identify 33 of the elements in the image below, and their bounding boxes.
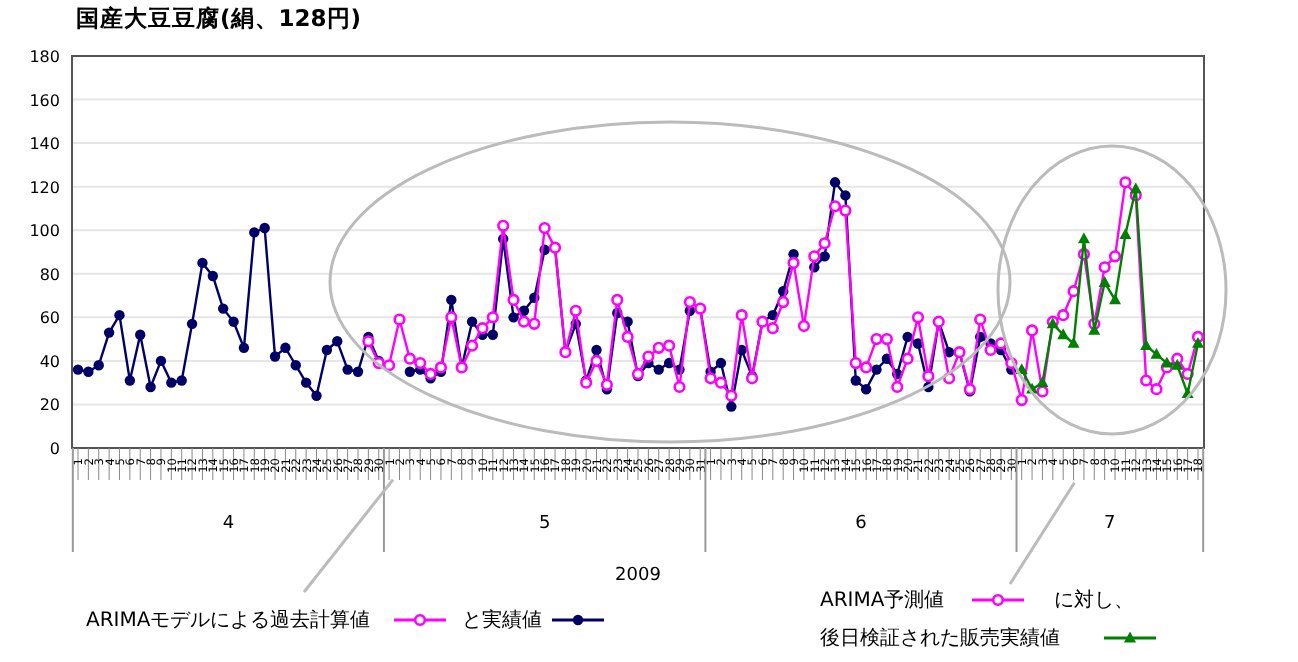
point: [1150, 347, 1163, 359]
text: 4: [222, 514, 235, 534]
point: [1067, 337, 1080, 348]
text: 7: [1104, 514, 1116, 534]
y-tick-label: 120: [29, 178, 60, 197]
point: [1160, 356, 1173, 368]
y-tick-label: 140: [29, 135, 60, 154]
y-tick-label: 40: [39, 352, 60, 371]
y-tick-label: 20: [39, 396, 60, 415]
y-tick-label: 160: [29, 91, 60, 110]
text: 2009: [615, 566, 662, 586]
y-tick-label: 100: [29, 222, 60, 241]
point: [1129, 182, 1142, 194]
text: 5: [538, 514, 551, 534]
text: に対し、: [1054, 588, 1134, 612]
y-tick-label: 180: [29, 48, 60, 66]
point: [1036, 376, 1049, 388]
point: [1171, 358, 1184, 370]
legend-label: と実績値: [462, 608, 542, 632]
point: [1109, 293, 1122, 305]
legend-label: ARIMAモデルによる過去計算値: [86, 608, 371, 632]
y-tick-label: 0: [49, 440, 60, 458]
legend-label: 後日検証された販売実績値: [820, 626, 1060, 650]
point: [1192, 337, 1204, 348]
point: [1077, 232, 1090, 244]
point: [1057, 328, 1070, 340]
y-tick-label: 80: [39, 265, 60, 284]
point: [1119, 228, 1132, 239]
chart-title: 国産大豆豆腐(絹、128円): [76, 4, 362, 32]
text: 6: [855, 514, 868, 534]
point: [1098, 276, 1111, 287]
y-tick-label: 60: [39, 309, 60, 328]
text: ARIMA予測値: [820, 588, 945, 612]
